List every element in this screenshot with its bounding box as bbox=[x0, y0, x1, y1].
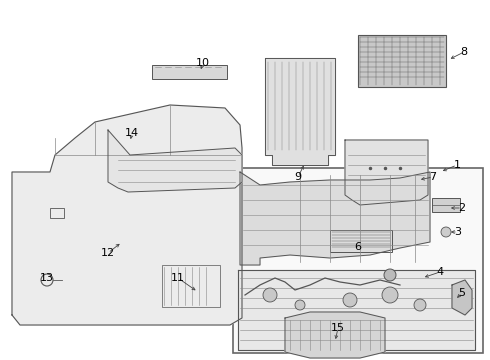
Text: 11: 11 bbox=[171, 273, 185, 283]
Text: 15: 15 bbox=[331, 323, 345, 333]
Polygon shape bbox=[452, 280, 472, 315]
Polygon shape bbox=[12, 105, 242, 325]
Text: 1: 1 bbox=[454, 160, 461, 170]
Bar bbox=[233, 168, 483, 353]
Text: 6: 6 bbox=[354, 242, 362, 252]
Bar bbox=[162, 265, 220, 307]
Text: 8: 8 bbox=[461, 47, 467, 57]
Circle shape bbox=[382, 287, 398, 303]
Text: 5: 5 bbox=[459, 288, 466, 298]
Bar bbox=[50, 208, 64, 218]
Text: 10: 10 bbox=[196, 58, 210, 68]
Polygon shape bbox=[345, 140, 428, 205]
Circle shape bbox=[414, 299, 426, 311]
Text: 9: 9 bbox=[294, 172, 301, 182]
Text: 2: 2 bbox=[459, 203, 466, 213]
Text: 4: 4 bbox=[437, 267, 443, 277]
Text: 14: 14 bbox=[125, 128, 139, 138]
Polygon shape bbox=[238, 270, 475, 350]
Polygon shape bbox=[240, 172, 430, 265]
Circle shape bbox=[295, 300, 305, 310]
Text: 13: 13 bbox=[40, 273, 54, 283]
Text: 12: 12 bbox=[101, 248, 115, 258]
Text: 7: 7 bbox=[429, 172, 437, 182]
Circle shape bbox=[343, 293, 357, 307]
Bar bbox=[432, 198, 460, 212]
Circle shape bbox=[441, 227, 451, 237]
Circle shape bbox=[384, 269, 396, 281]
Polygon shape bbox=[285, 312, 385, 358]
Polygon shape bbox=[265, 58, 335, 165]
Polygon shape bbox=[108, 130, 242, 192]
Circle shape bbox=[263, 288, 277, 302]
Bar bbox=[358, 35, 446, 87]
Bar bbox=[330, 230, 392, 252]
Text: 3: 3 bbox=[455, 227, 462, 237]
Bar bbox=[152, 65, 227, 79]
